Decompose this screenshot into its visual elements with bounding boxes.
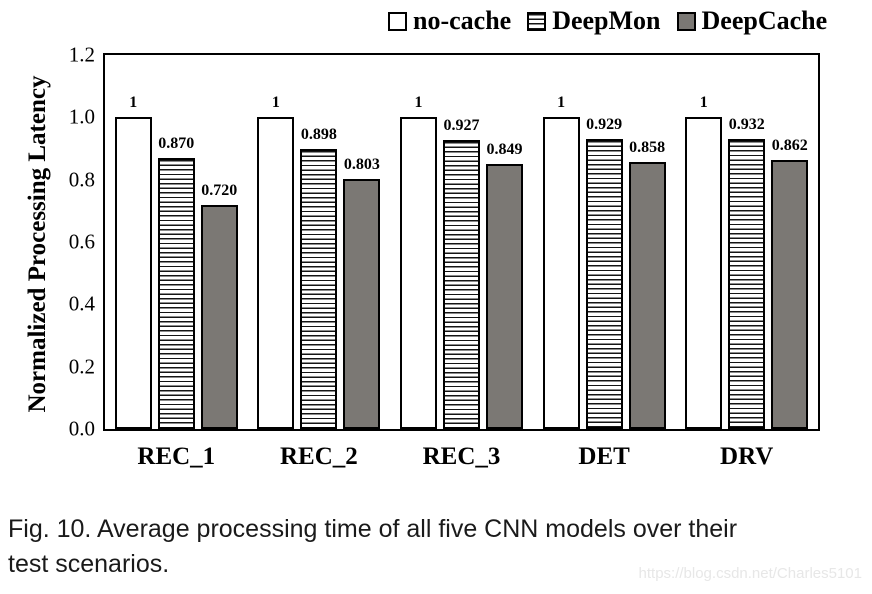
legend-label: DeepMon [552,6,661,35]
x-tick-label-DRV: DRV [720,443,774,470]
bar-value-label: 1 [271,94,280,112]
bar-value-label: 0.803 [343,155,380,173]
x-tick-label-REC_3: REC_3 [422,443,501,470]
x-tick-label-REC_2: REC_2 [279,443,358,470]
bar-value-label: 0.858 [629,138,666,156]
bar-value-label: 0.927 [443,117,480,135]
bar-value-label: 0.862 [771,137,808,155]
figure-caption: Fig. 10. Average processing time of all … [8,512,866,582]
bar-DeepCache-REC_1 [200,204,238,429]
bar-DeepCache-REC_3 [486,164,523,429]
bar-value-label: 0.929 [586,116,623,134]
bar-value-label: 1 [699,94,708,112]
caption-line-1: Fig. 10. Average processing time of all … [8,515,738,543]
legend-item-deepmon: DeepMon [527,6,661,35]
y-tick-label: 0.2 [68,354,95,379]
bar-value-label: 1 [557,94,566,112]
legend-label: DeepCache [701,6,828,35]
bar-no-cache-DRV [685,117,723,429]
x-tick-label-REC_1: REC_1 [137,443,216,470]
deepcache-swatch-icon [676,11,696,31]
y-tick-label: 0.8 [68,167,95,192]
chart-legend: no-cache DeepMon DeepCache [388,8,827,34]
deepmon-swatch-icon [527,11,547,31]
caption-line-2: test scenarios. [8,550,170,578]
legend-label: no-cache [413,6,512,35]
bar-no-cache-REC_1 [114,117,152,429]
watermark: https://blog.csdn.net/Charles5101 [638,565,862,582]
bar-value-label: 0.898 [300,126,337,144]
y-tick-label: 0.4 [68,291,95,316]
bar-DeepCache-DET [628,161,666,429]
bar-DeepMon-REC_3 [443,140,480,429]
y-tick-label: 1.2 [68,42,95,67]
bar-value-label: 1 [414,94,423,112]
legend-item-deepcache: DeepCache [676,6,828,35]
no-cache-swatch-icon [388,11,407,31]
bar-no-cache-REC_3 [400,117,437,429]
bar-DeepMon-REC_2 [300,149,338,429]
bar-no-cache-REC_2 [257,117,295,429]
plot-area: 1 1 1 1 1 0.870 0.898 0.927 0.929 0.932 0.720 0.803… [103,53,820,431]
bar-value-label: 0.870 [158,134,195,152]
bar-DeepMon-REC_1 [157,157,195,429]
bar-DeepMon-DET [585,139,623,429]
bar-value-label: 0.849 [486,141,523,159]
legend-item-no-cache: no-cache [388,8,511,34]
bar-no-cache-DET [542,117,580,429]
bar-value-label: 0.720 [201,181,238,199]
bar-DeepCache-REC_2 [343,178,381,429]
bar-DeepCache-DRV [771,160,809,429]
bar-value-label: 0.932 [728,115,765,133]
bar-DeepMon-DRV [728,138,766,429]
y-tick-label: 0.6 [68,229,95,254]
bar-value-label: 1 [129,94,138,112]
y-tick-label: 0.0 [68,416,95,441]
x-tick-label-DET: DET [578,443,630,470]
y-tick-label: 1.0 [68,104,95,129]
